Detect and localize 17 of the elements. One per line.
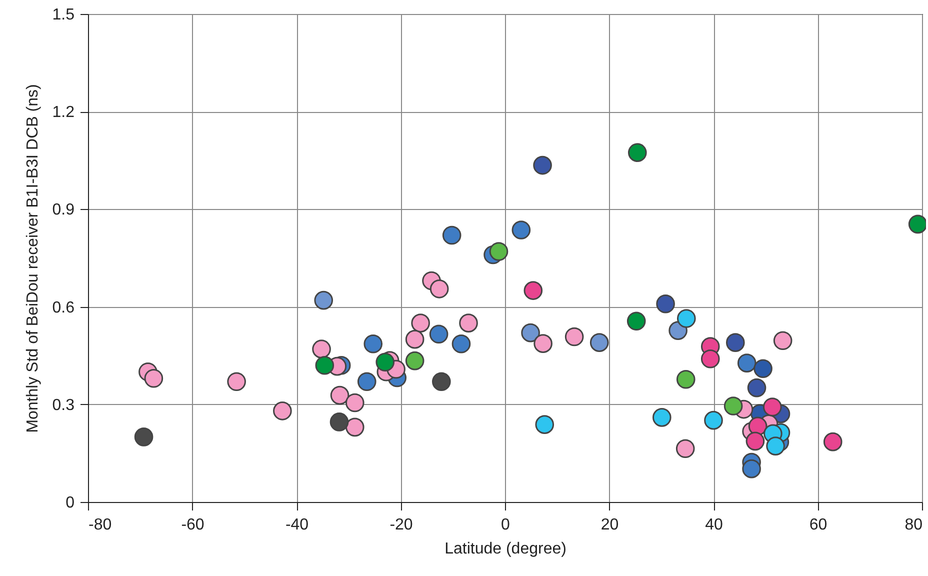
y-tick-label: 0 xyxy=(66,494,75,512)
x-tick-label: -20 xyxy=(390,516,413,534)
y-tick-label: 1.5 xyxy=(52,6,75,24)
x-tick-label: 80 xyxy=(904,516,923,534)
y-tick-label: 0.6 xyxy=(52,299,75,316)
x-tick-label: -60 xyxy=(181,516,204,534)
x-tick-label: -40 xyxy=(285,516,309,534)
x-tick-label: 20 xyxy=(600,516,619,534)
y-tick-label: 1.2 xyxy=(52,104,75,122)
y-axis-title: Monthly Std of BeiDou receiver B1I-B3I DCB (ns) xyxy=(24,84,42,433)
y-tick-label: 0.3 xyxy=(52,396,75,414)
x-tick-label: 40 xyxy=(705,516,723,534)
x-tick-label: 0 xyxy=(501,516,510,534)
x-tick-label: 60 xyxy=(809,516,828,534)
x-tick-label: -80 xyxy=(88,516,112,534)
y-tick-label: 0.9 xyxy=(52,202,75,219)
x-axis-title: Latitude (degree) xyxy=(444,540,566,558)
